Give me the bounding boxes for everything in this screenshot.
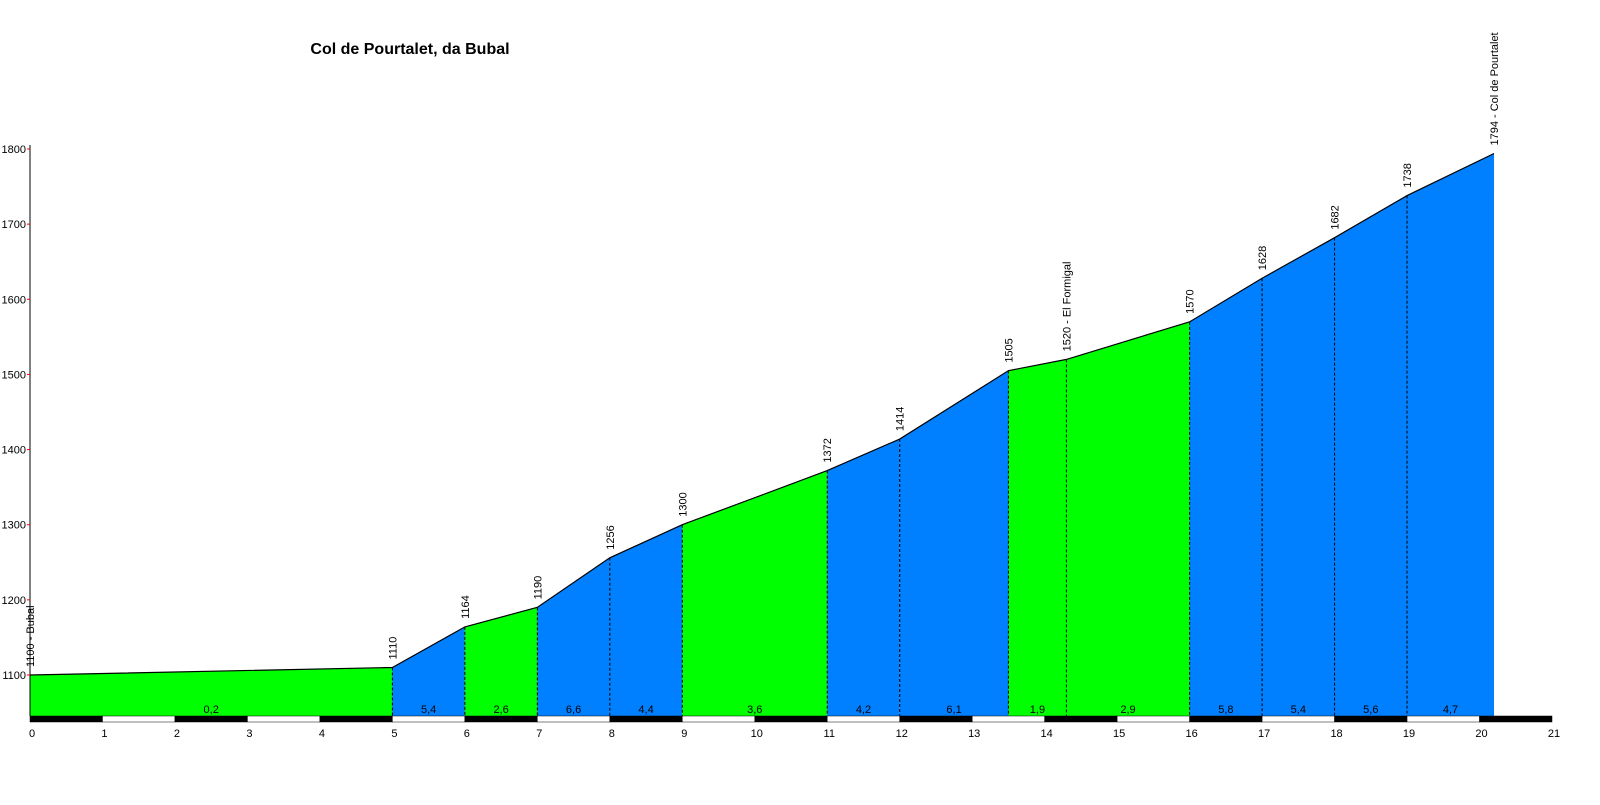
x-tick-label: 3 xyxy=(246,728,252,740)
segment-grade-label: 6,1 xyxy=(946,704,961,716)
segment-grade-label: 1,9 xyxy=(1030,704,1045,716)
segment-grade-label: 4,4 xyxy=(638,704,653,716)
scale-bar-block xyxy=(1261,715,1335,723)
x-tick-label: 0 xyxy=(29,728,35,740)
segment-grade-label: 5,4 xyxy=(1291,704,1306,716)
scale-bar-block xyxy=(1189,715,1263,723)
point-label: 1628 xyxy=(1257,246,1269,270)
segment-area xyxy=(1189,278,1263,716)
segment-grade-label: 0,2 xyxy=(204,704,219,716)
segment-area xyxy=(464,607,538,716)
scale-bar-block xyxy=(464,715,538,723)
y-tick-label: 1500 xyxy=(2,369,26,381)
y-tick-label: 1400 xyxy=(2,445,26,457)
segment-grade-label: 3,6 xyxy=(747,704,762,716)
x-tick-label: 2 xyxy=(174,728,180,740)
point-label: 1520 - El Formigal xyxy=(1061,262,1073,352)
scale-bar-block xyxy=(899,715,973,723)
scale-bar-block xyxy=(1116,715,1190,723)
point-label: 1414 xyxy=(895,407,907,431)
segment-grade-label: 6,6 xyxy=(566,704,581,716)
profile-line xyxy=(29,152,1495,676)
point-label: 1372 xyxy=(822,438,834,462)
x-tick-label: 5 xyxy=(391,728,397,740)
segment-area xyxy=(609,524,683,716)
point-label: 1164 xyxy=(460,595,472,619)
x-tick-label: 15 xyxy=(1113,728,1125,740)
segment-area xyxy=(1262,237,1335,716)
x-tick-label: 18 xyxy=(1330,728,1342,740)
segment-grade-label: 2,6 xyxy=(493,704,508,716)
x-tick-label: 10 xyxy=(751,728,763,740)
y-tick-label: 1600 xyxy=(2,294,26,306)
x-tick-label: 9 xyxy=(681,728,687,740)
y-tick-label: 1100 xyxy=(2,670,26,682)
scale-bar-block xyxy=(1044,715,1118,723)
segment-area xyxy=(899,370,1009,716)
x-tick-label: 17 xyxy=(1258,728,1270,740)
segment-area xyxy=(537,557,610,716)
y-tick-label: 1200 xyxy=(2,595,26,607)
point-label: 1738 xyxy=(1402,163,1414,187)
x-tick-label: 1 xyxy=(101,728,107,740)
segment-area xyxy=(1066,321,1190,716)
segment-area xyxy=(1008,359,1067,716)
x-tick-label: 4 xyxy=(319,728,325,740)
segment-grade-label: 5,6 xyxy=(1363,704,1378,716)
x-tick-label: 16 xyxy=(1185,728,1197,740)
segment-grade-label: 2,9 xyxy=(1120,704,1135,716)
scale-bar-block xyxy=(609,715,683,723)
segment-area xyxy=(1334,195,1408,717)
scale-bar-block xyxy=(319,715,393,723)
y-tick-label: 1700 xyxy=(2,219,26,231)
scale-bar-block xyxy=(1494,716,1552,722)
point-label: 1110 xyxy=(387,637,399,660)
y-tick-label: 1800 xyxy=(2,144,26,156)
scale-bar-block xyxy=(754,715,828,723)
scale-bar-block xyxy=(1406,715,1480,723)
x-tick-label: 6 xyxy=(464,728,470,740)
x-tick-label: 12 xyxy=(896,728,908,740)
point-label: 1570 xyxy=(1185,289,1197,313)
x-tick-label: 19 xyxy=(1403,728,1415,740)
segment-area xyxy=(30,667,393,716)
point-label: 1682 xyxy=(1330,205,1342,229)
segment-grade-label: 5,4 xyxy=(421,704,436,716)
x-tick-label: 21 xyxy=(1548,728,1560,740)
scale-bar-block xyxy=(247,715,321,723)
x-tick-label: 14 xyxy=(1041,728,1053,740)
point-label: 1190 xyxy=(532,576,544,600)
scale-bar-block xyxy=(537,715,611,723)
scale-bar-block xyxy=(29,715,103,723)
point-label: 1794 - Col de Pourtalet xyxy=(1489,32,1501,145)
point-label: 1100 - Bubal xyxy=(25,605,37,667)
x-tick-label: 20 xyxy=(1475,728,1487,740)
chart-title: Col de Pourtalet, da Bubal xyxy=(310,41,509,58)
scale-bar-block xyxy=(392,715,466,723)
x-tick-label: 7 xyxy=(536,728,542,740)
segment-area xyxy=(827,439,900,716)
x-tick-label: 13 xyxy=(968,728,980,740)
scale-bar-block xyxy=(102,715,176,723)
x-tick-label: 11 xyxy=(824,728,835,740)
segment-area xyxy=(392,626,465,716)
point-label: 1505 xyxy=(1003,338,1015,362)
scale-bar-block xyxy=(174,715,248,723)
segment-grade-label: 4,2 xyxy=(856,704,871,716)
scale-bar-block xyxy=(826,715,900,723)
x-tick-label: 8 xyxy=(609,728,615,740)
segment-area xyxy=(1407,153,1495,717)
point-label: 1300 xyxy=(677,492,689,516)
y-tick-label: 1300 xyxy=(2,520,26,532)
segment-area xyxy=(682,470,828,716)
scale-bar-block xyxy=(1334,715,1408,723)
scale-bar-block xyxy=(682,715,756,723)
segment-grade-label: 5,8 xyxy=(1218,704,1233,716)
point-label: 1256 xyxy=(605,525,617,549)
scale-bar-block xyxy=(971,715,1045,723)
segment-grade-label: 4,7 xyxy=(1443,704,1458,716)
